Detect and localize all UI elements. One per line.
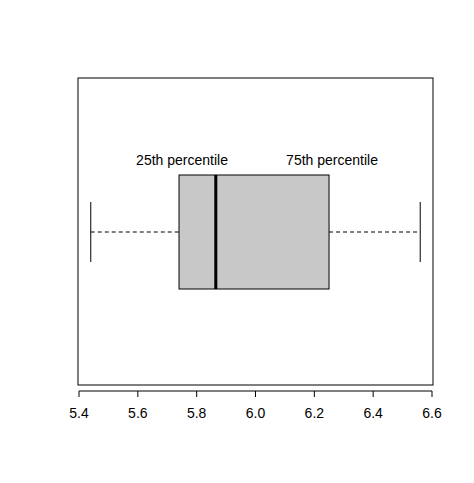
x-tick-label: 6.6: [422, 405, 442, 421]
box-group: [91, 175, 420, 289]
x-tick-label: 6.0: [246, 405, 266, 421]
median-line: [214, 175, 217, 289]
annotation: 75th percentile: [286, 152, 378, 168]
lower-whisker: [91, 232, 179, 233]
chart-container: 5.4 5.6 5.8 6.0 6.2 6.4 6.6 25th percentile 75th…: [0, 0, 474, 483]
plot-frame: [78, 78, 433, 385]
x-tick-label: 5.6: [128, 405, 148, 421]
x-tick: [137, 391, 138, 397]
x-tick-label: 6.2: [305, 405, 325, 421]
x-tick: [79, 391, 80, 397]
min-cap: [90, 202, 91, 262]
x-tick: [314, 391, 315, 397]
max-cap: [420, 202, 421, 262]
x-tick: [373, 391, 374, 397]
upper-whisker: [329, 232, 420, 233]
box: [179, 175, 329, 289]
chart-svg: 5.4 5.6 5.8 6.0 6.2 6.4 6.6 25th percentile 75th…: [0, 0, 474, 483]
x-tick: [196, 391, 197, 397]
x-tick-label: 6.4: [363, 405, 383, 421]
x-tick-label: 5.8: [187, 405, 207, 421]
x-tick: [432, 391, 433, 397]
annotation: 25th percentile: [136, 152, 228, 168]
x-tick: [255, 391, 256, 397]
x-tick-label: 5.4: [69, 405, 89, 421]
